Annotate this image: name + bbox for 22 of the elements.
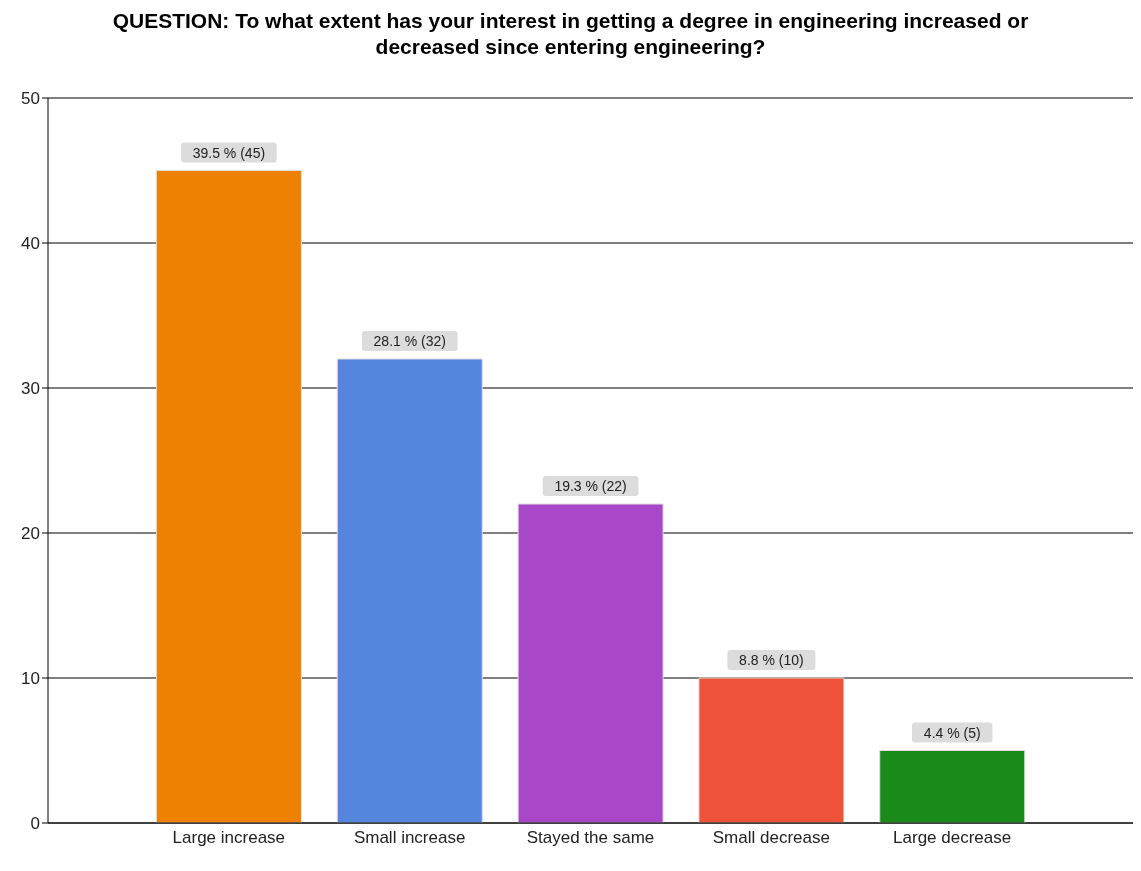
chart-title: QUESTION: To what extent has your interest in getting a degree in engineering increased or decreased since entering engineering? [111,8,1030,60]
bar [155,170,302,823]
bar [879,750,1026,823]
x-tick-label: Stayed the same [526,828,655,848]
bar [698,677,845,823]
y-tick-label: 40 [21,234,40,254]
x-tick-label: Small decrease [712,828,830,848]
y-tick-label: 30 [21,379,40,399]
bar [336,358,483,823]
data-label: 19.3 % (22) [554,478,627,494]
x-tick-label: Large increase [172,828,286,848]
y-tick-label: 10 [21,669,40,689]
data-label: 28.1 % (32) [373,333,446,349]
y-tick-label: 0 [30,814,40,834]
x-tick-label: Small increase [353,828,466,848]
y-tick-label: 20 [21,524,40,544]
y-tick-label: 50 [21,89,40,109]
bar [517,503,664,823]
data-label: 4.4 % (5) [923,724,981,741]
data-label: 39.5 % (45) [192,144,266,161]
x-tick-label: Large decrease [893,828,1012,848]
data-label: 8.8 % (10) [739,652,804,668]
